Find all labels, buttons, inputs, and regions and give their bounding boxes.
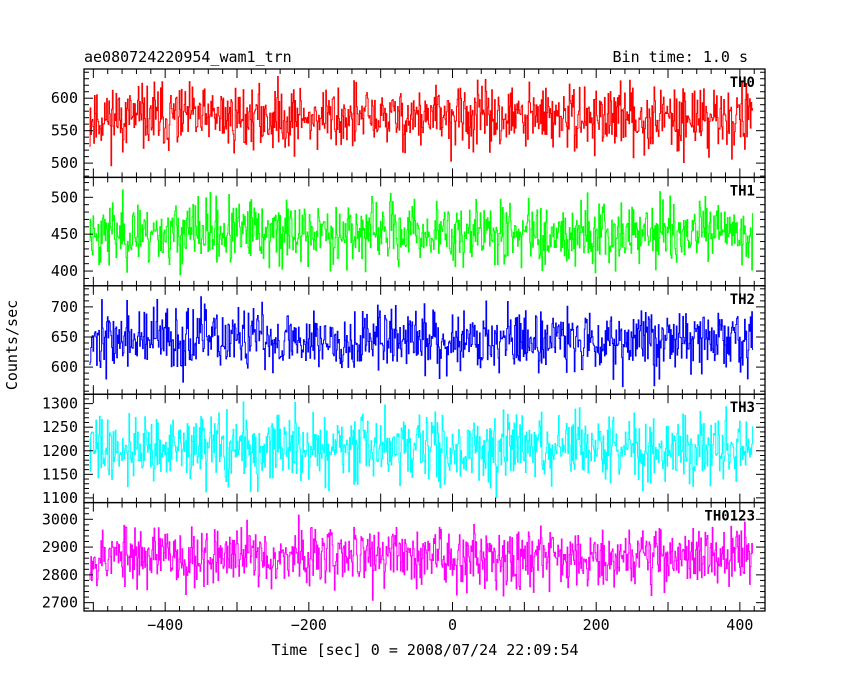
y-tick-label: 600 xyxy=(51,89,78,107)
bin-time-label: Bin time: 1.0 s xyxy=(613,48,748,66)
x-axis: −400 −200 0 200 400 xyxy=(147,616,753,634)
panel-label-th2: TH2 xyxy=(730,292,755,308)
chart-title: ae080724220954_wam1_trn xyxy=(84,48,292,66)
x-axis-label: Time [sec] 0 = 2008/07/24 22:09:54 xyxy=(271,641,578,659)
panel-label-th1: TH1 xyxy=(730,183,755,199)
panel-th3: 1100 1150 1200 1250 1300 TH3 xyxy=(42,393,766,507)
y-axis-label: Counts/sec xyxy=(3,300,21,390)
series-line-th2 xyxy=(89,296,754,388)
panel-th1: 400 450 500 TH1 xyxy=(51,176,766,287)
panel-th0123: 2700 2800 2900 3000 TH0123 xyxy=(42,501,766,612)
panel-th0: 500 550 600 TH0 xyxy=(51,68,766,179)
y-tick-label: 700 xyxy=(51,298,78,316)
y-tick-label: 400 xyxy=(51,262,78,280)
series-line-th1 xyxy=(89,189,754,276)
x-tick-label: 200 xyxy=(583,616,610,634)
x-tick-label: 400 xyxy=(726,616,753,634)
y-tick-label: 1100 xyxy=(42,489,78,507)
panels-group: 500 550 600 TH0 400 450 500 TH1 600 650 700 TH2 1100… xyxy=(42,68,766,612)
x-tick-label: 0 xyxy=(448,616,457,634)
y-tick-label: 650 xyxy=(51,328,78,346)
y-tick-label: 500 xyxy=(51,188,78,206)
x-tick-label: −200 xyxy=(291,616,327,634)
panel-label-th3: TH3 xyxy=(730,400,755,416)
y-tick-label: 600 xyxy=(51,358,78,376)
panel-label-th0123: TH0123 xyxy=(704,509,755,525)
y-tick-label: 1150 xyxy=(42,465,78,483)
series-line-th3 xyxy=(89,401,754,498)
y-tick-label: 3000 xyxy=(42,510,78,528)
y-tick-label: 2700 xyxy=(42,594,78,612)
y-tick-label: 1300 xyxy=(42,395,78,413)
y-tick-label: 2900 xyxy=(42,538,78,556)
y-tick-label: 450 xyxy=(51,225,78,243)
y-tick-label: 550 xyxy=(51,122,78,140)
panel-frame xyxy=(83,501,766,612)
series-line-th0123 xyxy=(89,514,754,601)
x-tick-label: −400 xyxy=(147,616,183,634)
y-tick-label: 1200 xyxy=(42,442,78,460)
series-line-th0 xyxy=(89,75,754,167)
y-tick-label: 500 xyxy=(51,154,78,172)
panel-label-th0: TH0 xyxy=(730,75,755,91)
panel-th2: 600 650 700 TH2 xyxy=(51,285,766,395)
y-tick-label: 2800 xyxy=(42,566,78,584)
y-tick-label: 1250 xyxy=(42,418,78,436)
